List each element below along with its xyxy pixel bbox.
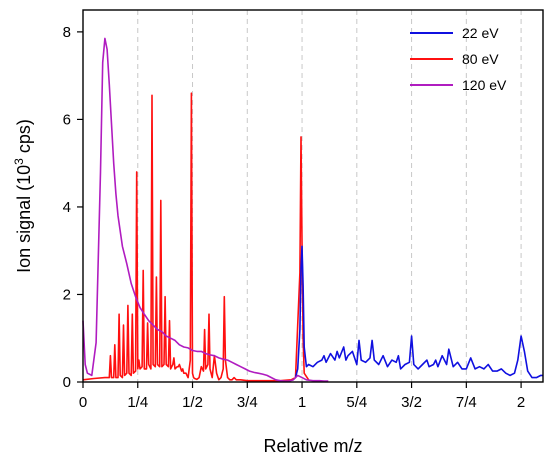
- x-tick-label-4: 1: [298, 394, 306, 411]
- x-tick-label-0: 0: [79, 394, 87, 411]
- x-tick-label-2: 1/2: [182, 394, 203, 411]
- series-line-22-ev: [294, 245, 543, 379]
- legend-label-2: 120 eV: [462, 77, 507, 93]
- y-tick-label-0: 0: [63, 374, 71, 391]
- y-axis-label: Ion signal (103 cps): [12, 119, 34, 273]
- axis-ticks: 0 1/4 1/2 3/4 1 5/4 3/2 7/4 2 0 2 4 6 8: [63, 24, 526, 411]
- series-line-120-ev: [82, 37, 329, 382]
- y-tick-label-1: 2: [63, 286, 71, 303]
- y-tick-label-3: 6: [63, 111, 71, 128]
- x-tick-label-1: 1/4: [127, 394, 148, 411]
- y-axis-label-superscript: 3: [12, 158, 26, 165]
- y-tick-label-2: 4: [63, 199, 71, 216]
- series-line-80-ev: [82, 92, 310, 382]
- x-axis-label: Relative m/z: [263, 436, 362, 456]
- plot-frame: [82, 9, 544, 383]
- x-tick-label-5: 5/4: [346, 394, 367, 411]
- legend-label-0: 22 eV: [462, 25, 499, 41]
- y-axis-label-tail: cps): [14, 119, 34, 158]
- x-tick-label-8: 2: [517, 394, 525, 411]
- series-layer: [82, 37, 543, 382]
- legend: 22 eV 80 eV 120 eV: [410, 25, 507, 93]
- y-axis-label-main: Ion signal (10: [14, 165, 34, 273]
- x-tick-label-7: 7/4: [456, 394, 477, 411]
- y-tick-label-4: 8: [63, 24, 71, 41]
- x-tick-label-3: 3/4: [237, 394, 258, 411]
- legend-label-1: 80 eV: [462, 51, 499, 67]
- x-tick-label-6: 3/2: [401, 394, 422, 411]
